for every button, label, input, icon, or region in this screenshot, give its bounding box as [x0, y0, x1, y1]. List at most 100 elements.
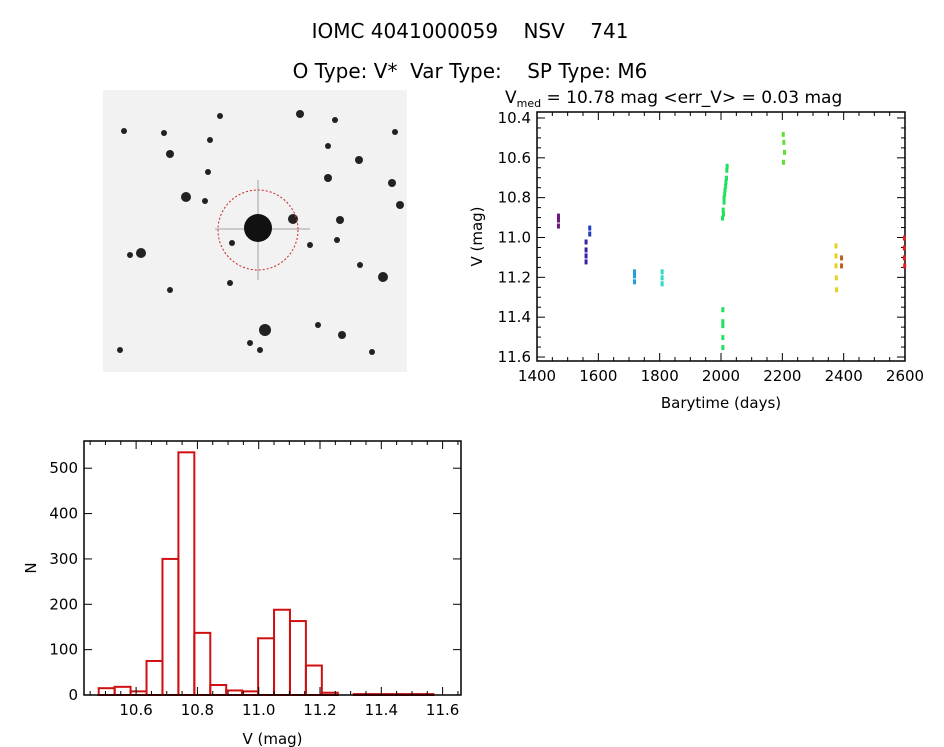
data-point — [840, 255, 844, 261]
y-tick-label: 11.2 — [498, 268, 531, 286]
histogram-bar — [97, 687, 116, 696]
data-point — [721, 307, 725, 313]
y-tick-label: 11.6 — [498, 348, 531, 366]
data-point — [660, 269, 664, 275]
star — [167, 287, 173, 293]
data-point — [584, 253, 588, 259]
y-tick-label: 10.4 — [498, 109, 531, 127]
data-point — [721, 345, 725, 351]
light-curve-title: Vmed = 10.78 mag <err_V> = 0.03 mag — [505, 88, 842, 110]
y-tick-label: 11.0 — [498, 228, 531, 246]
histogram-bar — [257, 637, 276, 697]
histogram-plot: 10.6 10.8 11.0 11.2 11.4 11.6 0 100 200 300 400 500… — [22, 440, 462, 747]
histogram-bar — [288, 620, 307, 697]
star — [325, 143, 331, 149]
star — [288, 214, 298, 224]
star — [336, 216, 344, 224]
x-tick-label: 10.6 — [119, 701, 152, 719]
x-tick-label: 11.6 — [426, 701, 459, 719]
data-point — [724, 179, 728, 185]
target-star — [244, 214, 272, 242]
y-tick-label: 400 — [49, 505, 78, 523]
y-tick-label: 300 — [49, 550, 78, 568]
data-point — [834, 275, 838, 281]
star — [315, 322, 321, 328]
x-tick-label: 2200 — [763, 367, 801, 385]
data-point — [721, 335, 725, 341]
histogram-bar — [177, 451, 196, 697]
data-point — [721, 319, 725, 325]
star — [257, 347, 263, 353]
data-point — [723, 191, 727, 197]
star — [259, 324, 271, 336]
star — [307, 242, 313, 248]
star — [369, 349, 375, 355]
title-rest: = 10.78 mag <err_V> = 0.03 mag — [541, 88, 842, 108]
data-point — [722, 199, 726, 205]
star — [161, 130, 167, 136]
star — [247, 340, 253, 346]
figure-title: IOMC 4041000059 NSV 741 — [312, 19, 629, 43]
star — [392, 129, 398, 135]
data-point — [723, 187, 727, 193]
x-axis-label: Barytime (days) — [661, 394, 781, 412]
data-point — [781, 131, 785, 137]
y-tick-label: 200 — [49, 595, 78, 613]
star — [205, 169, 211, 175]
star — [378, 272, 388, 282]
data-point — [834, 243, 838, 249]
title-v: V — [505, 88, 517, 108]
y-tick-label: 10.6 — [498, 149, 531, 167]
x-tick-label: 1600 — [579, 367, 617, 385]
data-point — [556, 217, 560, 223]
x-tick-label: 10.8 — [181, 701, 214, 719]
star — [334, 237, 340, 243]
x-tick-label: 1800 — [641, 367, 679, 385]
data-point — [660, 281, 664, 287]
star — [121, 128, 127, 134]
x-tick-label: 11.4 — [365, 701, 398, 719]
data-point — [721, 215, 725, 221]
y-tick-label: 0 — [68, 686, 78, 704]
histogram-bar — [161, 557, 180, 697]
histogram-bar — [145, 659, 164, 696]
data-point — [902, 245, 906, 251]
data-point — [835, 287, 839, 293]
x-axis-label: V (mag) — [242, 730, 302, 747]
data-point — [633, 273, 637, 279]
star — [396, 201, 404, 209]
star — [338, 331, 346, 339]
data-point — [588, 225, 592, 231]
data-point — [782, 159, 786, 165]
data-point — [724, 183, 728, 189]
data-point — [721, 211, 725, 217]
data-point — [840, 263, 844, 269]
histogram-bar — [273, 608, 291, 697]
data-point — [834, 263, 838, 269]
star — [227, 280, 233, 286]
data-point — [725, 163, 729, 169]
data-point — [584, 259, 588, 265]
star — [229, 240, 235, 246]
histogram-bar — [193, 631, 212, 697]
data-point — [556, 223, 560, 229]
y-tick-label: 100 — [49, 641, 78, 659]
target-circle — [217, 189, 299, 271]
data-point — [903, 263, 907, 269]
star — [117, 347, 123, 353]
star — [202, 198, 208, 204]
star — [355, 156, 363, 164]
histogram-bar — [113, 685, 132, 696]
data-point — [633, 279, 637, 285]
data-point — [782, 149, 786, 155]
star — [388, 179, 396, 187]
x-tick-label: 11.2 — [303, 701, 336, 719]
light-curve-plot: 1400 1600 1800 2000 2200 2400 2600 10.4 10.6 10.8… — [468, 88, 924, 412]
data-point — [633, 269, 637, 275]
star — [217, 113, 223, 119]
star — [207, 137, 213, 143]
title-sub: med — [517, 97, 541, 110]
x-tick-label: 2600 — [886, 367, 924, 385]
data-point — [588, 231, 592, 237]
